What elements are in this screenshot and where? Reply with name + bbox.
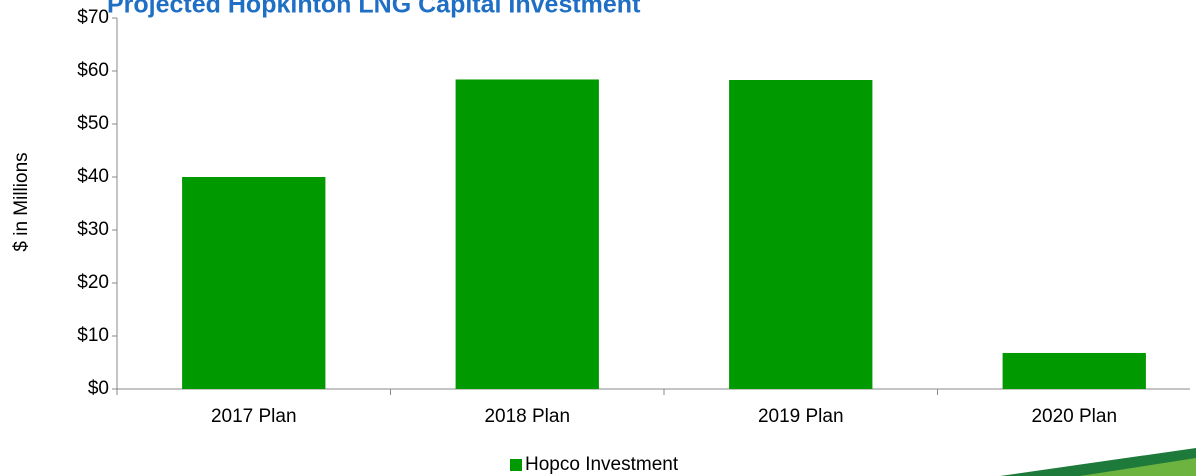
y-tick-label: $10 [77, 325, 109, 346]
bar [1002, 352, 1146, 389]
bar [455, 79, 599, 389]
x-tick-label: 2017 Plan [211, 406, 297, 427]
chart-title: Projected Hopkinton LNG Capital Investme… [107, 0, 641, 19]
y-tick-label: $40 [77, 166, 109, 187]
y-axis-label: $ in Millions [11, 152, 32, 251]
y-tick-label: $20 [77, 272, 109, 293]
bar [729, 80, 873, 389]
decor-swoosh-light [1080, 458, 1196, 476]
x-tick-label: 2019 Plan [758, 406, 844, 427]
y-tick-label: $30 [77, 219, 109, 240]
x-tick-label: 2020 Plan [1031, 406, 1117, 427]
y-tick-label: $70 [77, 7, 109, 28]
y-tick-label: $0 [88, 378, 109, 399]
legend-swatch [510, 459, 522, 471]
legend-label: Hopco Investment [525, 454, 679, 475]
y-tick-label: $50 [77, 113, 109, 134]
y-tick-label: $60 [77, 60, 109, 81]
bar [182, 177, 326, 389]
x-tick-label: 2018 Plan [484, 406, 570, 427]
